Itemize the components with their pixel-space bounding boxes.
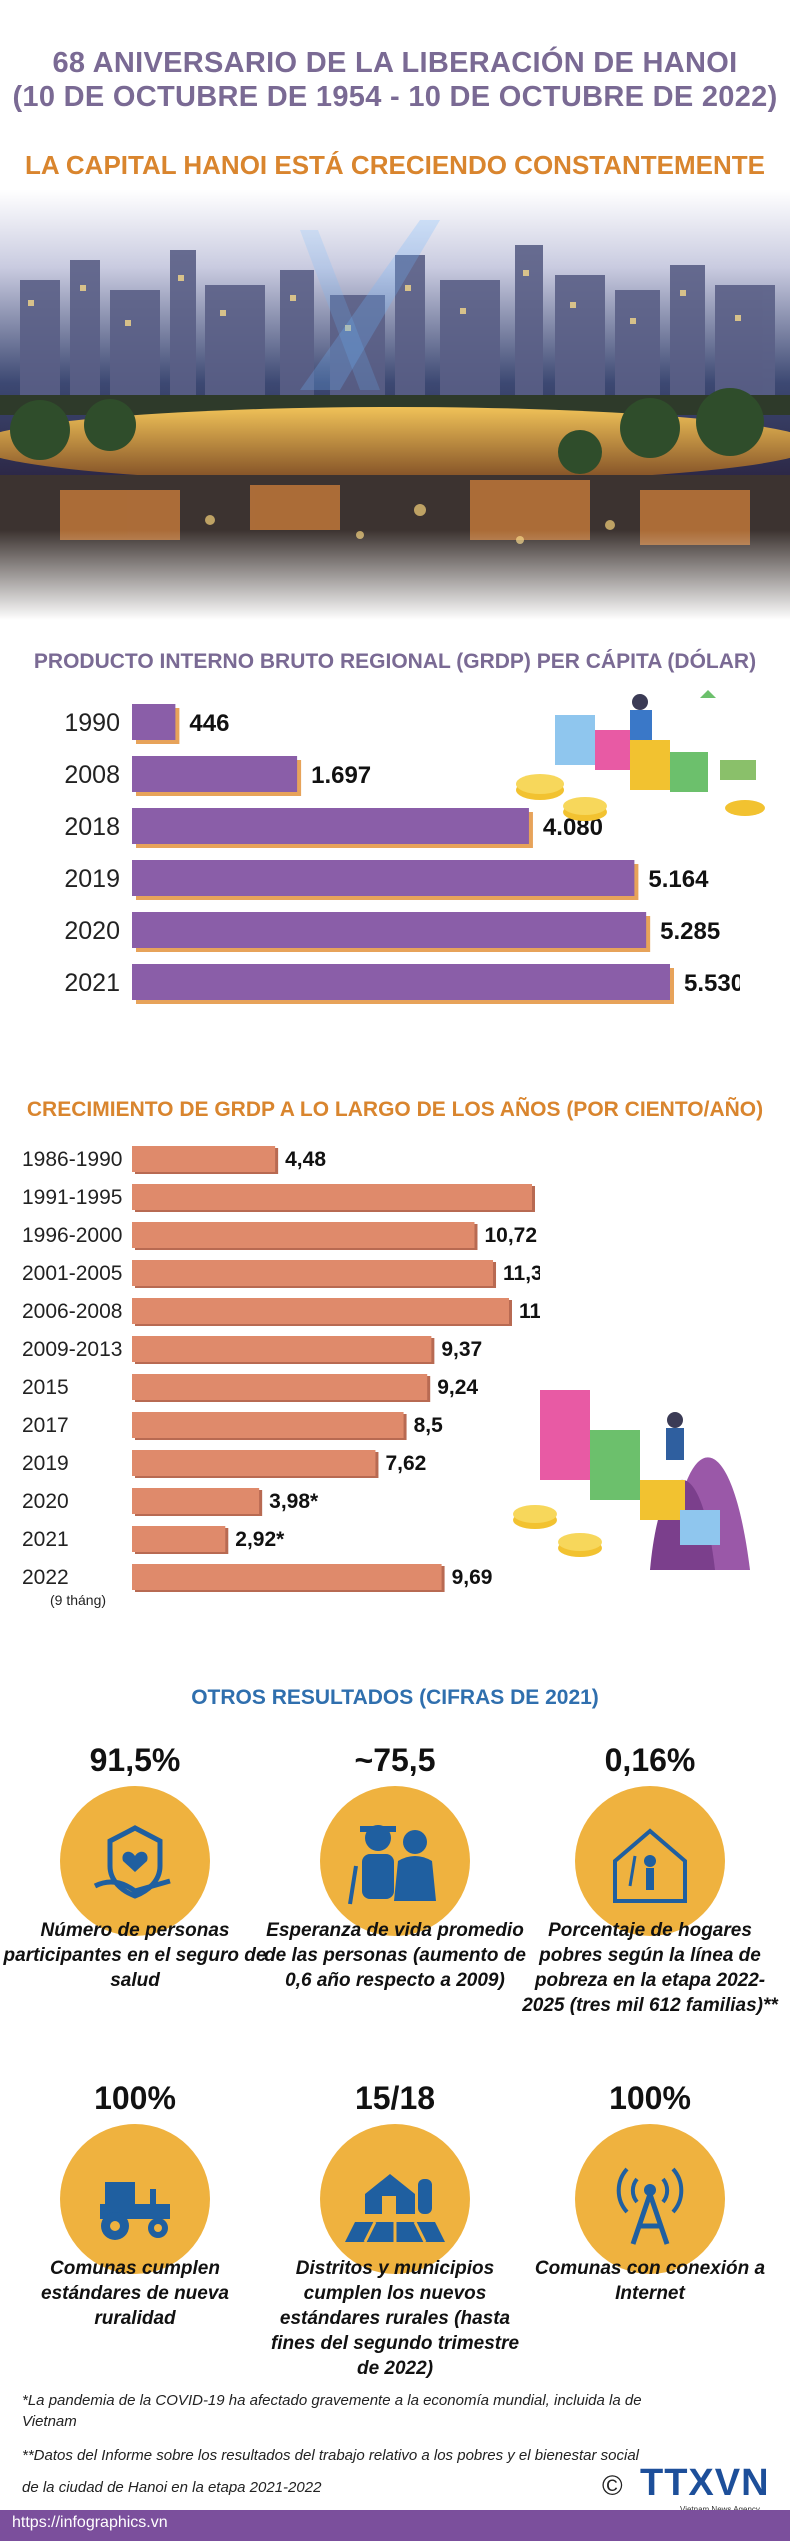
stat-value-poor-households: 0,16% [604, 1742, 696, 1778]
stat-desc-health: Número de personas participantes en el s… [3, 1920, 267, 1991]
grdp-category-label: 2021 [64, 969, 120, 997]
growth-bar [132, 1336, 432, 1362]
hanoi-night-cityscape-image [0, 190, 790, 620]
growth-category-label: 2021 [22, 1528, 69, 1551]
stairs-illustration [500, 1370, 770, 1580]
growth-category-label: 2020 [22, 1490, 69, 1513]
tractor-icon [60, 2124, 210, 2274]
growth-bar [132, 1146, 276, 1172]
ttxvn-logo: TTXVN [640, 2462, 770, 2504]
grdp-value-label: 5.164 [648, 866, 709, 893]
growth-category-label: 2019 [22, 1452, 69, 1475]
growth-category-label: 2017 [22, 1414, 69, 1437]
growth-category-label: 2006-2008 [22, 1300, 122, 1323]
growth-value-label: 9,37 [441, 1338, 482, 1361]
grdp-bar [132, 912, 647, 948]
growth-category-label: 1991-1995 [22, 1186, 122, 1209]
other-results-title: OTROS RESULTADOS (CIFRAS DE 2021) [191, 1686, 599, 1709]
growth-value-label: 9,69 [452, 1566, 493, 1589]
growth-category-label: 2009-2013 [22, 1338, 122, 1361]
grdp-bar [132, 756, 298, 792]
grdp-value-label: 446 [189, 710, 229, 737]
farm-icon [320, 2124, 470, 2274]
page-subtitle: LA CAPITAL HANOI ESTÁ CRECIENDO CONSTANT… [24, 150, 766, 180]
growth-value-label: 11,3 [503, 1262, 540, 1285]
growth-bar [132, 1412, 404, 1438]
poor-household-icon [575, 1786, 725, 1936]
page-title-line1: 68 ANIVERSARIO DE LA LIBERACIÓN DE HANOI [52, 47, 738, 79]
footer-band [0, 2510, 790, 2541]
footnote-poverty-report: **Datos del Informe sobre los resultados… [22, 2447, 639, 2496]
footnote-covid: *La pandemia de la COVID-19 ha afectado … [22, 2392, 642, 2430]
growth-bar [132, 1184, 532, 1210]
growth-bar [132, 1488, 260, 1514]
grdp-category-label: 2018 [64, 813, 120, 841]
grdp-value-label: 5.285 [660, 918, 720, 945]
page-title-line2: (10 DE OCTUBRE DE 1954 - 10 DE OCTUBRE D… [12, 81, 778, 113]
grdp-category-label: 2008 [64, 761, 120, 789]
growth-value-label: 2,92* [235, 1528, 285, 1551]
stat-desc-poor-households: Porcentaje de hogares pobres según la lí… [522, 1920, 778, 2016]
growth-bar [132, 1260, 494, 1286]
elderly-couple-icon [320, 1786, 470, 1936]
grdp-growth-chart: 1986-19904,481991-199512,521996-200010,7… [22, 1146, 540, 1608]
stat-desc-districts: Distritos y municipios cumplen los nuevo… [270, 2258, 520, 2379]
grdp-value-label: 1.697 [311, 762, 371, 789]
copyright-symbol: © [602, 2470, 623, 2501]
growth-bar [132, 1564, 442, 1590]
grdp-category-label: 2020 [64, 917, 120, 945]
grdp-chart-title: PRODUCTO INTERNO BRUTO REGIONAL (GRDP) P… [33, 650, 757, 673]
growth-category-label: 1996-2000 [22, 1224, 122, 1247]
grdp-value-label: 5.530 [684, 970, 740, 997]
growth-bar [132, 1298, 509, 1324]
growth-category-label: 2022 [22, 1566, 69, 1589]
stat-value-districts: 15/18 [354, 2080, 436, 2116]
stat-value-life-expectancy: ~75,5 [354, 1742, 436, 1778]
grdp-bar [132, 860, 635, 896]
stat-desc-life-expectancy: Esperanza de vida promedio de las person… [264, 1920, 526, 1991]
growth-category-label: 2001-2005 [22, 1262, 122, 1285]
growth-bar [132, 1374, 428, 1400]
grdp-bar [132, 704, 176, 740]
stat-desc-internet: Comunas con conexión a Internet [534, 2258, 766, 2304]
growth-category-note: (9 tháng) [50, 1592, 106, 1608]
growth-bar [132, 1450, 376, 1476]
stat-value-health: 91,5% [89, 1742, 181, 1778]
growth-value-label: 7,62 [385, 1452, 426, 1475]
growth-value-label: 8,5 [414, 1414, 444, 1437]
grdp-category-label: 2019 [64, 865, 120, 893]
growth-bar [132, 1222, 475, 1248]
stat-desc-rural-communes: Comunas cumplen estándares de nueva rura… [41, 2258, 229, 2329]
health-insurance-icon [60, 1786, 210, 1936]
ttxvn-logo-subtitle: Vietnam News Agency [680, 2505, 760, 2514]
grdp-category-label: 1990 [64, 709, 120, 737]
grdp-bar [132, 808, 529, 844]
growth-value-label: 10,72 [484, 1224, 537, 1247]
footer-url-link[interactable]: https://infographics.vn [12, 2514, 168, 2531]
growth-category-label: 1986-1990 [22, 1148, 122, 1171]
stat-value-rural-communes: 100% [94, 2080, 176, 2116]
growth-value-label: 11,8 [519, 1300, 540, 1323]
growth-bar [132, 1526, 226, 1552]
stat-value-internet: 100% [609, 2080, 691, 2116]
investor-illustration [510, 690, 770, 840]
grdp-bar [132, 964, 670, 1000]
growth-category-label: 2015 [22, 1376, 69, 1399]
growth-value-label: 9,24 [437, 1376, 478, 1399]
antenna-icon [575, 2124, 725, 2274]
growth-value-label: 3,98* [269, 1490, 319, 1513]
growth-value-label: 4,48 [285, 1148, 326, 1171]
growth-chart-title: CRECIMIENTO DE GRDP A LO LARGO DE LOS AÑ… [26, 1098, 764, 1121]
